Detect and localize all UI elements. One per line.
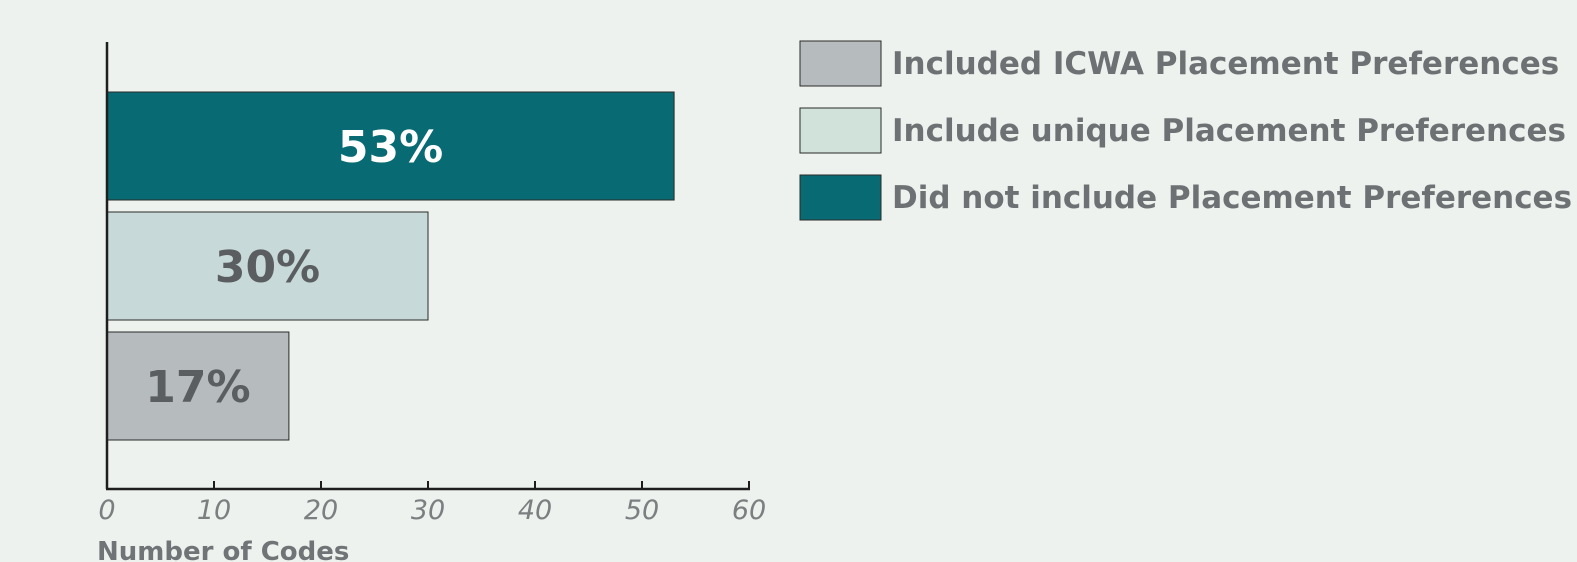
x-tick-label-3: 30 — [411, 495, 445, 526]
x-axis-title: Number of Codes — [97, 537, 349, 562]
legend-swatch-0 — [799, 40, 882, 87]
x-tick-label-2: 20 — [304, 495, 338, 526]
x-tick-label-0: 0 — [98, 495, 115, 526]
bar-0 — [106, 91, 675, 201]
bar-2 — [106, 331, 290, 441]
legend-label-1: Include unique Placement Preferences — [892, 113, 1566, 149]
bar-label-1: 30% — [215, 242, 320, 293]
x-tick-label-5: 50 — [625, 495, 659, 526]
x-tick-label-4: 40 — [518, 495, 552, 526]
x-tick-label-1: 10 — [197, 495, 231, 526]
legend-label-0: Included ICWA Placement Preferences — [892, 46, 1559, 82]
legend: Included ICWA Placement Preferences Inclu… — [799, 40, 1572, 221]
bar-1 — [106, 211, 429, 321]
bars-group — [106, 91, 675, 441]
x-tick-label-6: 60 — [732, 495, 766, 526]
x-ticks-group: 0 10 20 30 40 50 60 — [98, 481, 766, 526]
bar-label-0: 53% — [338, 122, 443, 173]
legend-swatch-1 — [799, 107, 882, 154]
legend-swatch-2 — [799, 174, 882, 221]
bar-label-2: 17% — [145, 362, 250, 413]
bar-labels-group: 53% 30% 17% — [145, 122, 443, 413]
legend-label-2: Did not include Placement Preferences — [892, 180, 1572, 216]
